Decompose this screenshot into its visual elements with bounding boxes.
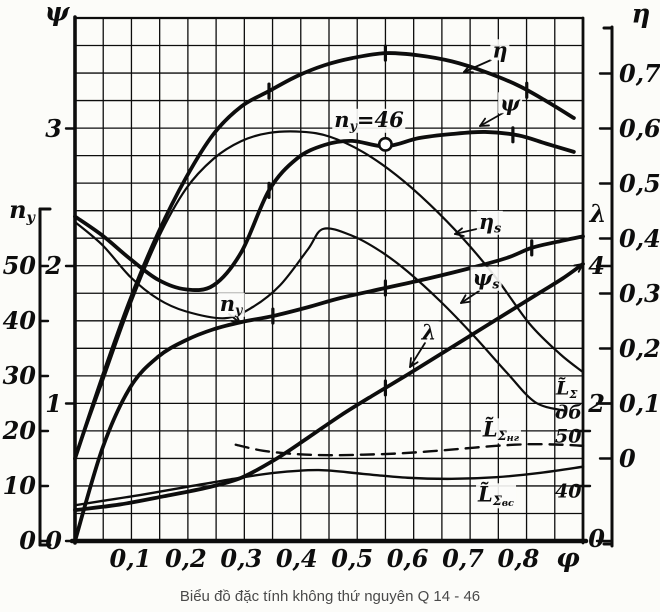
- curve-lambda: [73, 262, 585, 512]
- design-point-marker: [377, 136, 393, 152]
- leader-line: [479, 112, 504, 127]
- grid: [74, 17, 584, 542]
- leader-line: [463, 59, 492, 73]
- leader-line: [409, 342, 426, 368]
- curve-l_ng: [234, 442, 585, 457]
- axis-furniture: [38, 25, 614, 548]
- leader-line: [460, 290, 480, 304]
- curve-psi: [73, 130, 576, 293]
- curve-l_vs: [73, 465, 585, 507]
- leader-line: [454, 227, 482, 235]
- curve-psi_s: [73, 220, 564, 412]
- curve-marks: [267, 44, 584, 397]
- curve-ny: [73, 234, 585, 543]
- caption: Biểu đồ đặc tính không thứ nguyên Q 14 -…: [179, 588, 481, 605]
